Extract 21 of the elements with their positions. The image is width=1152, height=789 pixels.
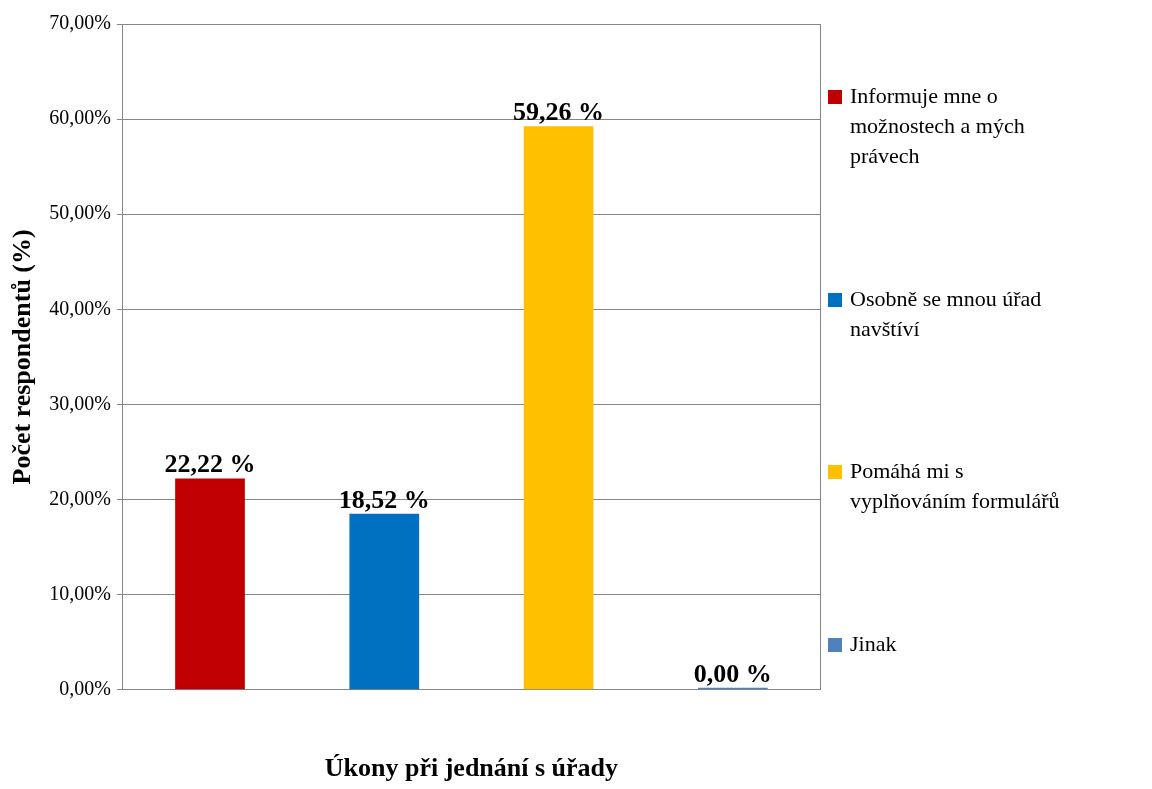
x-axis-title: Úkony při jednání s úřady <box>324 753 619 783</box>
y-tick-label: 0,00% <box>59 677 111 700</box>
legend-label: Jinak <box>850 629 897 658</box>
legend-label: Osobně se mnou úřad navštíví <box>850 284 1043 343</box>
legend-label: Informuje mne o možnostech a mých právech <box>850 82 1026 171</box>
data-label: 0,00 % <box>693 658 772 688</box>
data-label: 22,22 % <box>164 449 256 479</box>
y-tick-label: 30,00% <box>49 391 111 414</box>
y-tick-label: 50,00% <box>49 201 111 224</box>
data-label: 18,52 % <box>338 484 430 514</box>
bar <box>175 478 245 690</box>
y-axis-title: Počet respondentů (%) <box>7 229 37 485</box>
bar <box>349 513 420 690</box>
y-tick-label: 10,00% <box>49 581 111 604</box>
y-tick-label: 70,00% <box>49 11 111 34</box>
y-tick-label: 60,00% <box>49 106 111 129</box>
data-label: 59,26 % <box>513 97 605 127</box>
y-tick-label: 40,00% <box>49 296 111 319</box>
y-tick-label: 20,00% <box>49 486 111 509</box>
legend-label: Pomáhá mi s vyplňováním formulářů <box>850 457 1061 516</box>
bar <box>523 126 594 690</box>
